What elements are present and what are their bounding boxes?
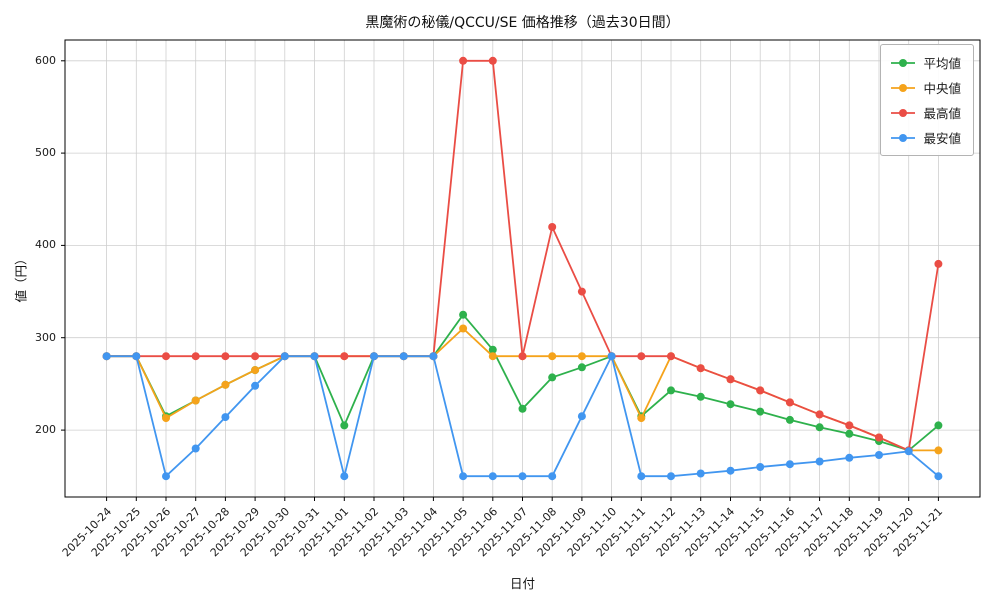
data-point-highest <box>340 352 349 361</box>
data-point-highest <box>221 352 230 361</box>
data-point-average <box>518 404 527 413</box>
data-point-lowest <box>934 472 943 481</box>
data-point-average <box>756 407 765 416</box>
data-point-average <box>726 400 735 409</box>
data-point-highest <box>815 410 824 419</box>
y-tick-label: 300 <box>35 330 56 344</box>
y-tick-label: 500 <box>35 146 56 160</box>
data-point-highest <box>726 375 735 384</box>
chart-title: 黒魔術の秘儀/QCCU/SE 価格推移（過去30日間） <box>365 15 680 31</box>
legend-item-lowest: 最安値 <box>890 128 961 147</box>
data-point-highest <box>518 352 527 361</box>
data-point-highest <box>845 421 854 430</box>
data-point-median <box>548 352 557 361</box>
legend-marker-highest <box>891 108 916 117</box>
data-point-lowest <box>488 472 497 481</box>
data-point-highest <box>459 56 468 65</box>
data-point-lowest <box>459 472 468 481</box>
legend-label-average: 平均値 <box>923 56 961 71</box>
data-point-highest <box>191 352 200 361</box>
legend-label-highest: 最高値 <box>923 106 961 121</box>
data-point-average <box>488 345 497 354</box>
data-point-average <box>667 386 675 395</box>
data-point-highest <box>934 259 943 268</box>
tick-marks <box>61 60 939 501</box>
data-point-lowest <box>162 472 170 481</box>
data-point-lowest <box>340 472 349 481</box>
data-point-lowest <box>310 352 319 361</box>
data-point-lowest <box>875 451 883 459</box>
data-point-lowest <box>756 463 765 471</box>
plot-frame <box>64 39 981 498</box>
data-point-average <box>548 373 557 382</box>
data-point-lowest <box>696 469 705 478</box>
data-point-lowest <box>577 412 586 421</box>
data-point-highest <box>548 223 557 231</box>
data-point-median <box>577 352 586 361</box>
data-point-lowest <box>815 457 824 466</box>
legend-label-lowest: 最安値 <box>923 131 961 146</box>
legend-item-average: 平均値 <box>890 53 961 72</box>
data-point-highest <box>251 352 260 361</box>
data-point-lowest <box>518 472 527 481</box>
data-point-lowest <box>221 413 230 422</box>
data-point-highest <box>696 364 705 373</box>
legend-marker-lowest <box>891 133 916 142</box>
data-point-highest <box>577 287 586 296</box>
data-point-median <box>934 446 943 455</box>
data-point-average <box>934 421 943 430</box>
data-point-lowest <box>191 444 200 453</box>
data-point-lowest <box>845 453 854 462</box>
data-point-lowest <box>904 447 913 456</box>
data-point-lowest <box>370 352 378 361</box>
data-point-average <box>815 423 824 432</box>
data-point-lowest <box>548 472 557 481</box>
data-point-median <box>162 414 170 423</box>
data-point-average <box>785 415 794 424</box>
data-point-highest <box>488 56 497 65</box>
legend: 平均値中央値最高値最安値 <box>880 44 974 156</box>
data-point-lowest <box>280 352 289 361</box>
y-tick-label: 200 <box>35 423 56 437</box>
legend-marker-average <box>891 58 916 67</box>
legend-label-median: 中央値 <box>923 81 961 96</box>
data-point-median <box>221 380 230 389</box>
data-point-average <box>340 421 349 430</box>
data-point-lowest <box>251 381 260 390</box>
data-point-lowest <box>399 352 408 361</box>
grid-lines <box>65 40 980 497</box>
data-point-average <box>696 392 705 401</box>
data-point-lowest <box>607 352 616 361</box>
data-point-lowest <box>667 472 675 481</box>
data-point-highest <box>875 433 883 442</box>
data-point-lowest <box>102 352 111 361</box>
legend-marker-median <box>891 83 916 92</box>
series-lowest <box>102 352 943 481</box>
data-point-median <box>251 366 260 375</box>
data-point-highest <box>785 398 794 407</box>
data-point-lowest <box>429 352 438 361</box>
data-point-median <box>488 352 497 361</box>
data-point-lowest <box>726 466 735 475</box>
legend-item-highest: 最高値 <box>890 103 961 122</box>
data-point-lowest <box>637 472 646 481</box>
data-point-highest <box>162 352 170 361</box>
data-point-highest <box>756 386 765 395</box>
data-point-highest <box>637 352 646 361</box>
data-point-lowest <box>785 460 794 469</box>
y-tick-label: 400 <box>35 238 56 252</box>
data-point-average <box>577 363 586 372</box>
data-point-highest <box>667 352 675 361</box>
legend-item-median: 中央値 <box>890 78 961 97</box>
data-point-average <box>845 429 854 438</box>
data-point-median <box>459 324 468 333</box>
data-point-median <box>191 396 200 405</box>
data-point-median <box>637 414 646 423</box>
x-axis-label: 日付 <box>509 576 535 591</box>
data-point-lowest <box>132 352 141 361</box>
y-tick-label: 600 <box>35 53 56 67</box>
data-point-average <box>459 310 468 319</box>
